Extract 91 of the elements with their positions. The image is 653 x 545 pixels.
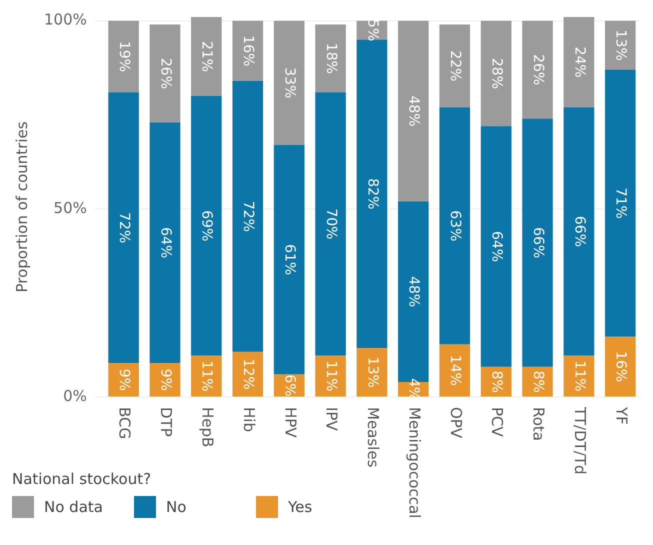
- data-label: 13%: [364, 356, 380, 388]
- data-label: 24%: [571, 46, 588, 78]
- bar: [480, 126, 512, 367]
- bar: [150, 363, 180, 396]
- data-label: 66%: [571, 216, 588, 248]
- bar: [439, 107, 470, 344]
- x-tick-label: OPV: [446, 407, 465, 439]
- bar: [439, 24, 470, 108]
- bar: [150, 122, 180, 364]
- data-label: 82%: [364, 178, 380, 210]
- bar: [108, 20, 139, 92]
- x-tick-label: HPV: [281, 407, 300, 438]
- x-tick-label: TT/DT/Td: [571, 406, 590, 475]
- data-label: 16%: [240, 35, 256, 66]
- bar: [604, 70, 636, 337]
- data-label: 61%: [282, 244, 298, 276]
- x-tick-label: YF: [612, 406, 630, 425]
- y-tick-label: 100%: [44, 10, 87, 29]
- data-label: 19%: [116, 40, 132, 72]
- bar: [232, 352, 264, 396]
- data-label: 8%: [488, 370, 504, 393]
- data-label: 11%: [198, 360, 215, 392]
- data-label: 64%: [157, 227, 174, 258]
- bar: [522, 20, 553, 119]
- data-label: 9%: [157, 368, 174, 391]
- data-label: 63%: [447, 210, 464, 242]
- bar: [150, 24, 180, 122]
- bar: [604, 20, 636, 70]
- data-label: 6%: [282, 374, 298, 397]
- bar: [439, 344, 470, 396]
- data-label: 28%: [488, 58, 504, 89]
- bar: [522, 118, 553, 367]
- bar: [274, 20, 304, 145]
- y-axis-title: Proportion of countries: [12, 121, 31, 293]
- data-label: 64%: [488, 230, 504, 262]
- data-label: 72%: [240, 200, 256, 232]
- x-tick-label: Rota: [530, 407, 548, 441]
- legend-label: No data: [44, 498, 103, 516]
- data-label: 11%: [322, 360, 339, 392]
- bar: [191, 96, 222, 356]
- data-label: 72%: [116, 212, 132, 244]
- data-label: 12%: [240, 358, 256, 390]
- x-tick-label: Hib: [240, 407, 258, 432]
- data-label: 26%: [530, 54, 546, 86]
- legend-title: National stockout?: [12, 470, 152, 488]
- data-label: 71%: [612, 188, 629, 219]
- x-tick-label: HepB: [198, 407, 216, 448]
- bar: [564, 17, 594, 108]
- x-tick-label: IPV: [322, 407, 341, 432]
- x-tick-label: BCG: [116, 407, 134, 440]
- x-tick-label: PCV: [488, 407, 506, 438]
- bar: [604, 336, 636, 396]
- data-label: 8%: [530, 370, 546, 393]
- x-tick-label: DTP: [157, 407, 176, 437]
- legend-label: Yes: [288, 498, 312, 516]
- data-label: 26%: [157, 58, 174, 89]
- bar: [315, 92, 346, 356]
- y-tick-label: 0%: [63, 386, 87, 405]
- data-label: 9%: [116, 368, 132, 391]
- bar: [315, 24, 346, 92]
- bar: [274, 144, 304, 374]
- bar: [564, 356, 594, 396]
- data-label: 18%: [322, 42, 339, 74]
- data-label: 5%: [364, 19, 380, 42]
- legend-label: No: [166, 498, 186, 516]
- data-label: 48%: [406, 276, 422, 308]
- x-tick-label: Measles: [364, 407, 382, 468]
- x-tick-label: Meningococcal: [405, 407, 424, 518]
- data-label: 66%: [530, 227, 546, 258]
- bar: [232, 20, 264, 81]
- bar: [356, 348, 388, 396]
- bar: [356, 40, 388, 348]
- bar: [191, 356, 222, 396]
- bar: [232, 80, 264, 352]
- bar: [480, 20, 512, 126]
- data-label: 22%: [447, 50, 464, 82]
- bar: [564, 107, 594, 356]
- data-label: 11%: [571, 360, 588, 392]
- data-label: 13%: [612, 30, 629, 61]
- data-label: 69%: [198, 210, 215, 242]
- data-label: 33%: [282, 67, 298, 98]
- data-label: 70%: [322, 208, 339, 240]
- bar: [191, 17, 222, 96]
- y-tick-label: 50%: [54, 198, 87, 217]
- data-label: 21%: [198, 40, 215, 72]
- data-label: 16%: [612, 351, 629, 382]
- bar: [315, 356, 346, 396]
- bar: [108, 92, 139, 364]
- bar: [398, 20, 429, 202]
- data-label: 14%: [447, 354, 464, 386]
- data-label: 48%: [406, 95, 422, 127]
